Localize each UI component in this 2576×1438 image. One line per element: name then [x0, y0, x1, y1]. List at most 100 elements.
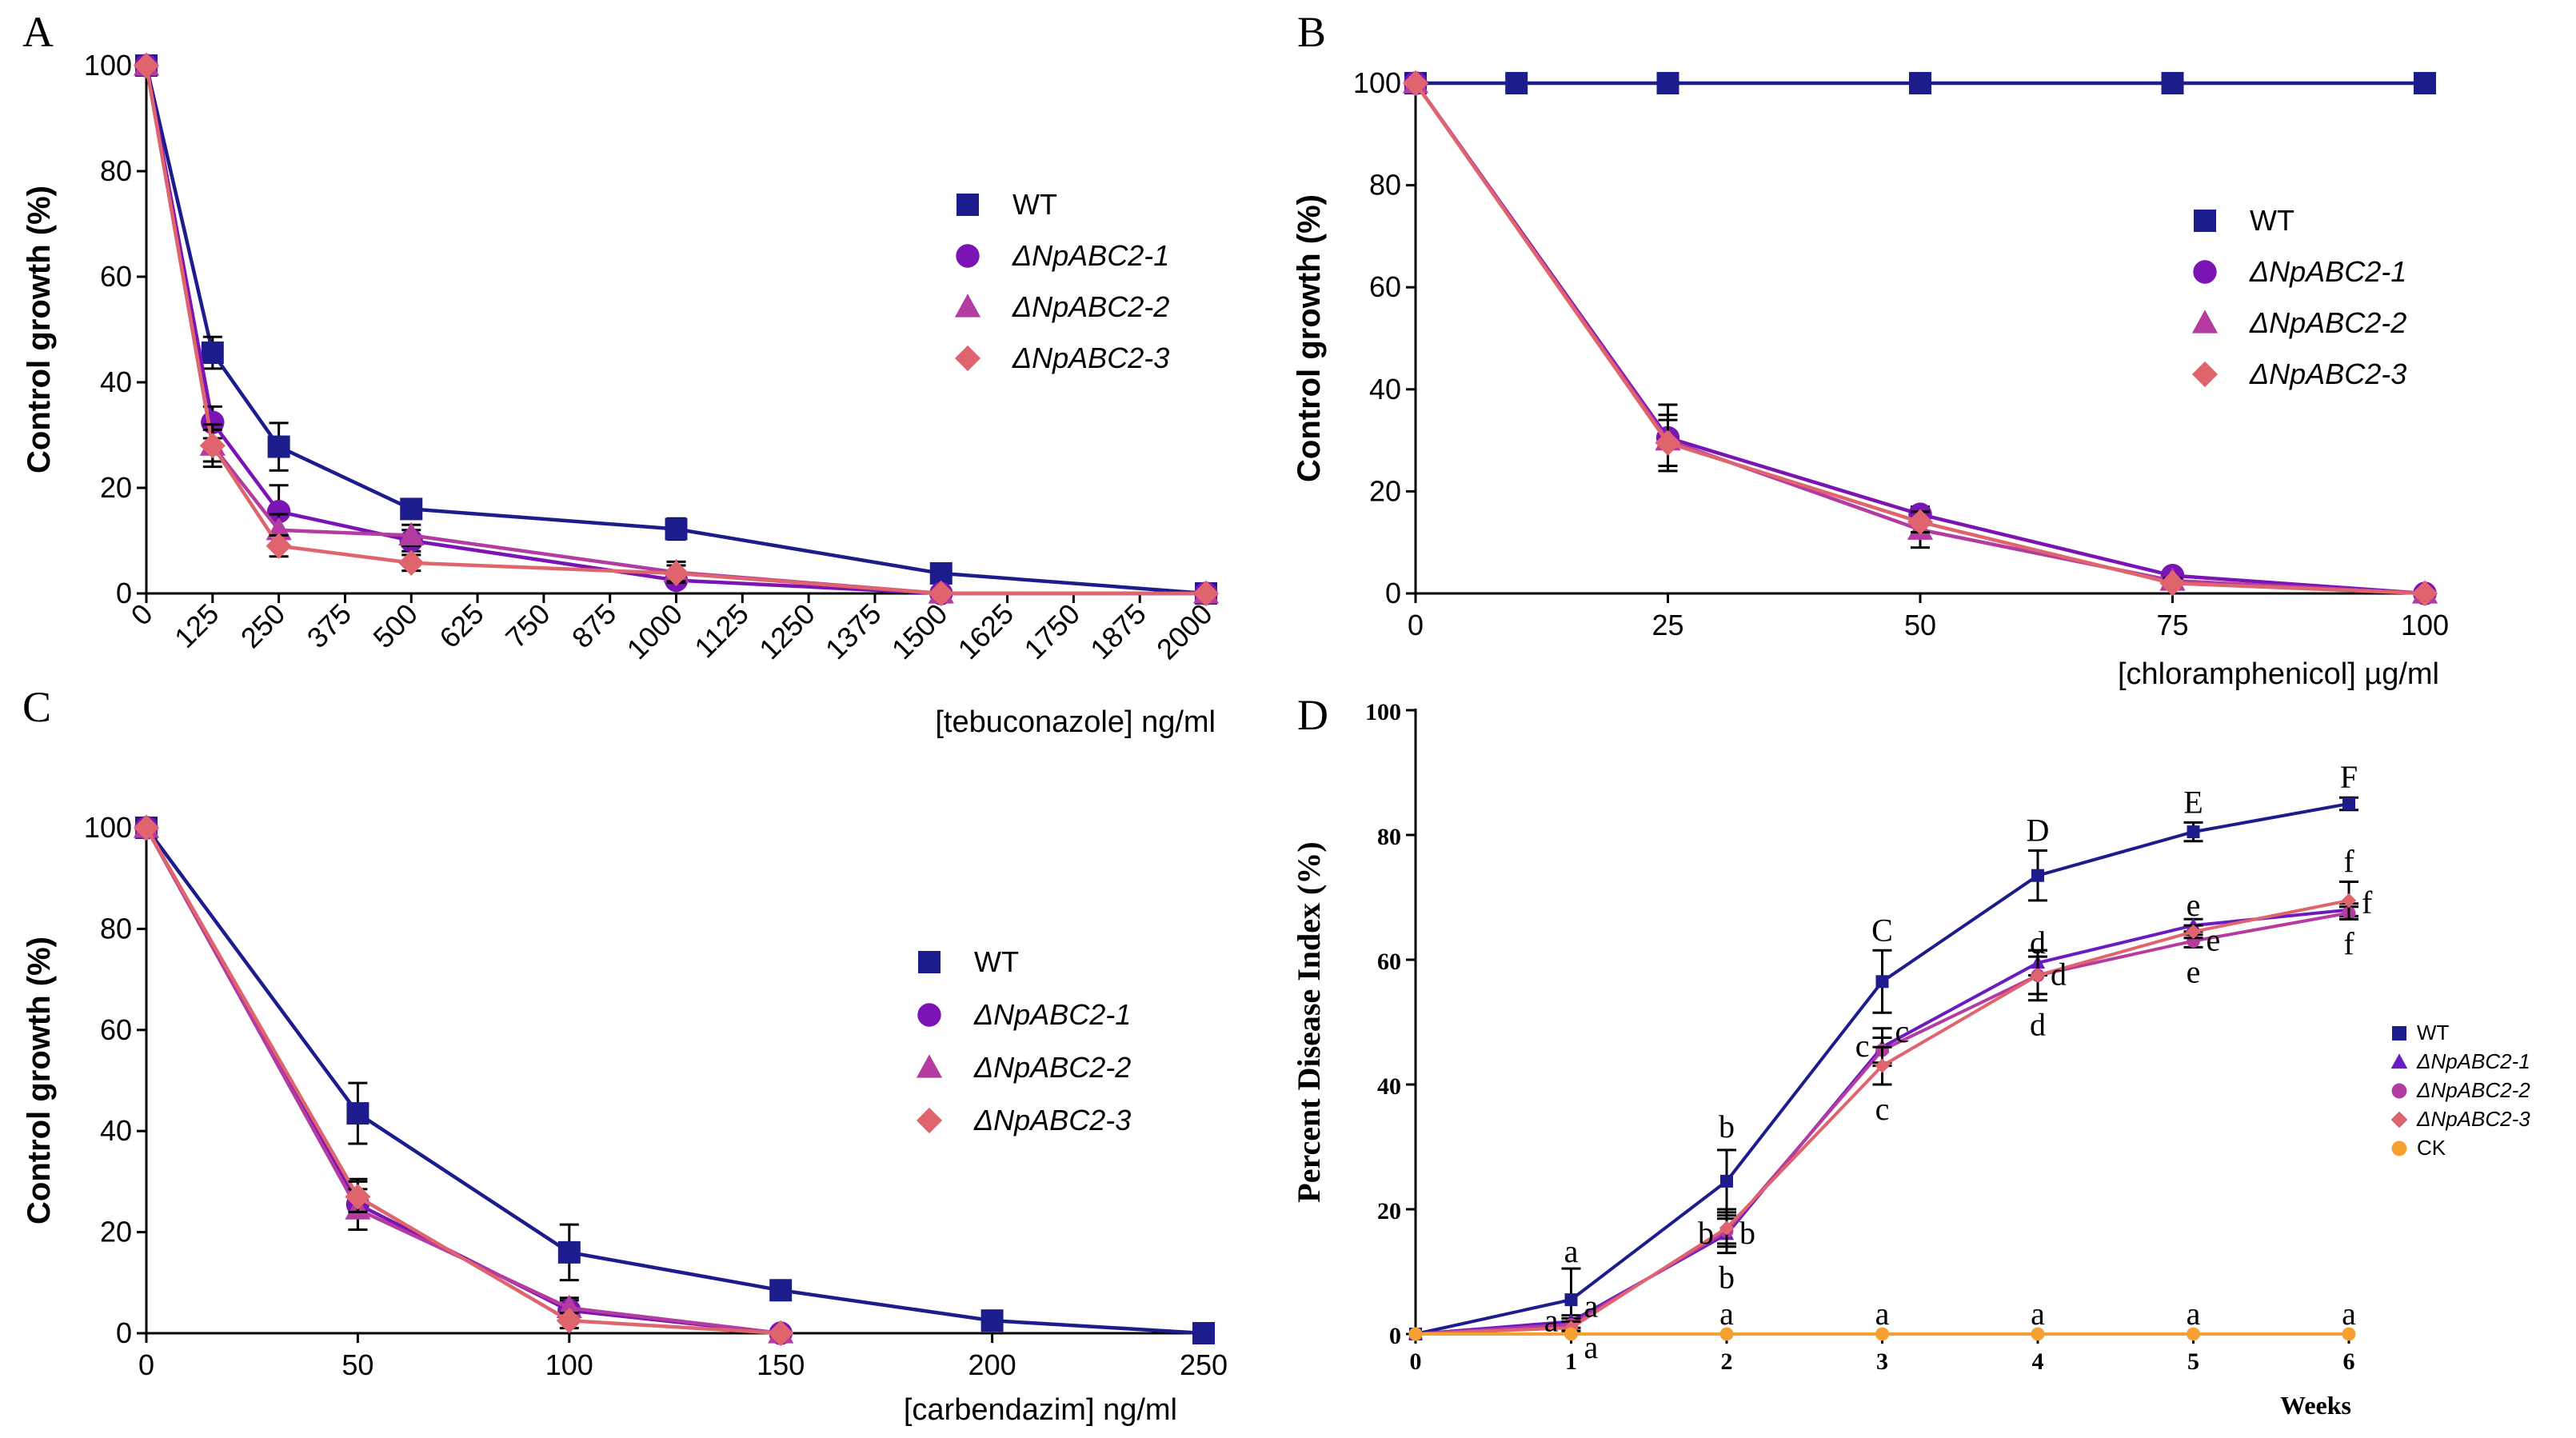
legend: WT ΔNpABC2-1 ΔNpABC2-2 ΔNpABC2-3 [954, 188, 1169, 374]
panel-letter: D [1297, 691, 1328, 739]
x-tick-label: 500 [366, 597, 423, 654]
legend-label: WT [2250, 204, 2294, 237]
series-3 [133, 814, 794, 1347]
significance-label: a [2342, 1296, 2356, 1332]
x-tick-label: 875 [565, 597, 622, 654]
x-tick-label: 100 [2401, 609, 2449, 641]
legend-marker [957, 194, 979, 216]
data-point [556, 1308, 582, 1334]
significance-label: f [2343, 925, 2354, 961]
panel-letter: B [1297, 8, 1326, 56]
significance-label: E [2183, 784, 2203, 820]
y-tick-label: 20 [100, 1216, 132, 1248]
y-tick-label: 20 [100, 471, 132, 504]
y-axis-title: Control growth (%) [22, 186, 57, 473]
y-tick-label: 40 [1377, 1073, 1401, 1100]
y-tick-label: 60 [1377, 949, 1401, 975]
y-tick-label: 60 [1369, 270, 1401, 303]
y-tick-label: 80 [1369, 169, 1401, 202]
legend-marker [954, 345, 981, 372]
significance-label: a [1875, 1296, 1890, 1332]
data-point [2187, 825, 2200, 839]
significance-label: d [2030, 1007, 2046, 1043]
y-tick-label: 100 [84, 811, 132, 844]
x-tick-label: 3 [1876, 1348, 1888, 1375]
y-tick-label: 100 [84, 49, 132, 82]
x-tick-label: 750 [499, 597, 556, 654]
y-tick-label: 20 [1377, 1198, 1401, 1224]
x-tick-label: 1125 [688, 597, 755, 665]
y-tick-label: 20 [1369, 474, 1401, 507]
significance-label: b [1739, 1215, 1755, 1251]
data-point [1907, 509, 1934, 535]
x-tick-label: 1375 [819, 597, 888, 666]
data-point [2342, 797, 2355, 810]
data-point [2342, 1327, 2356, 1341]
series-line [144, 65, 1206, 596]
series-3 [133, 52, 1220, 607]
significance-label: f [2343, 844, 2354, 880]
legend-marker [916, 1107, 943, 1134]
y-tick-label: 40 [1369, 373, 1401, 405]
data-point [2186, 924, 2201, 940]
legend-label: ΔNpABC2-1 [2416, 1049, 2530, 1073]
y-tick-label: 0 [1389, 1323, 1401, 1349]
significance-label: F [2340, 759, 2358, 795]
y-tick-label: 40 [100, 365, 132, 398]
data-point [2030, 968, 2046, 983]
data-point [2161, 72, 2184, 94]
data-point [557, 1240, 581, 1264]
significance-label: e [2187, 953, 2201, 989]
series-line [144, 65, 1206, 596]
y-tick-label: 80 [1377, 824, 1401, 850]
significance-label: b [1719, 1260, 1735, 1296]
x-tick-label: 2000 [1150, 597, 1219, 666]
x-tick-label: 375 [301, 597, 357, 654]
data-point [1402, 70, 1429, 97]
y-tick-label: 0 [116, 577, 132, 609]
data-point [201, 342, 224, 365]
x-tick-label: 6 [2343, 1348, 2355, 1375]
series-1 [134, 816, 793, 1345]
x-tick-label: 250 [1180, 1348, 1228, 1381]
legend-marker [2390, 1111, 2408, 1128]
y-axis-title: Percent Disease Index (%) [1291, 841, 1327, 1202]
significance-label: a [1584, 1329, 1599, 1365]
data-point [398, 549, 425, 576]
chart-panel-d: D 0 20 40 60 80 100 0 1 2 3 4 5 6 Percent Disease Inde… [1291, 691, 2530, 1420]
data-point [2031, 869, 2044, 882]
significance-label: C [1871, 912, 1893, 948]
x-tick-label: 4 [2032, 1348, 2044, 1375]
data-point [665, 517, 688, 541]
data-point [266, 500, 291, 524]
significance-label: a [2031, 1296, 2045, 1332]
data-point [1564, 1293, 1578, 1307]
legend-label: WT [2417, 1021, 2450, 1045]
chart-panel-c: C 0 20 40 60 80 100 0 50 100 150 200 250 Control grow… [22, 683, 1228, 1427]
legend-marker [2390, 1053, 2408, 1069]
legend-label: ΔNpABC2-1 [973, 998, 1131, 1031]
data-point [199, 433, 226, 459]
y-tick-label: 0 [1385, 577, 1401, 609]
y-tick-label: 40 [100, 1114, 132, 1147]
chart-panel-b: B 0 20 40 60 80 100 0 25 50 75 100 Control growth (%… [1292, 8, 2449, 691]
legend-marker [2391, 1083, 2407, 1099]
legend-marker [954, 294, 981, 318]
y-tick-label: 80 [100, 154, 132, 187]
data-point [133, 52, 160, 79]
legend-label: ΔNpABC2-1 [2249, 255, 2406, 288]
data-point [2414, 72, 2436, 94]
legend-marker [916, 1054, 943, 1078]
data-point [1564, 1327, 1578, 1341]
significance-label: b [1698, 1215, 1714, 1251]
significance-label: b [1719, 1108, 1735, 1144]
significance-label: c [1895, 1013, 1910, 1049]
y-tick-label: 60 [100, 1013, 132, 1046]
significance-label: a [1719, 1296, 1734, 1332]
data-point [769, 1279, 793, 1302]
x-tick-label: 75 [2156, 609, 2188, 641]
data-point [768, 1320, 794, 1347]
x-tick-label: 200 [968, 1348, 1016, 1381]
data-point [928, 580, 954, 607]
